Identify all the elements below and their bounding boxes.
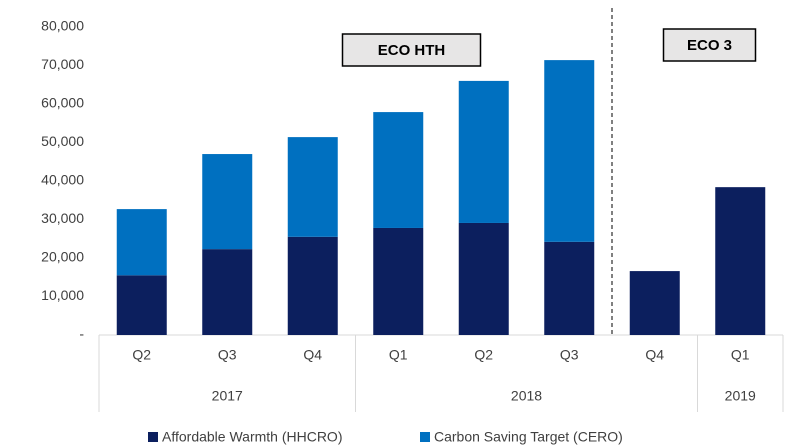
- y-tick-label: 60,000: [41, 95, 84, 111]
- y-tick-label: 10,000: [41, 287, 84, 303]
- bar-segment: [287, 137, 338, 237]
- bar-segment: [544, 241, 595, 335]
- legend-label: Affordable Warmth (HHCRO): [162, 429, 342, 445]
- y-tick-label: 30,000: [41, 210, 84, 226]
- bar-segment: [202, 154, 253, 250]
- y-tick-label: 40,000: [41, 172, 84, 188]
- bar-segment: [116, 275, 167, 335]
- annotation-box: [341, 33, 482, 67]
- y-tick-label: 80,000: [41, 18, 84, 34]
- group-label: 2019: [725, 388, 756, 404]
- bar-segment: [458, 222, 509, 335]
- annotation: ECO 3: [687, 37, 732, 54]
- y-tick-label: -: [79, 326, 84, 342]
- x-tick-label: Q1: [389, 347, 408, 363]
- bar-segment: [287, 236, 338, 335]
- x-tick-label: Q2: [132, 347, 151, 363]
- bar-segment: [629, 271, 680, 335]
- legend-label: Carbon Saving Target (CERO): [434, 429, 623, 445]
- y-tick-label: 50,000: [41, 133, 84, 149]
- annotation-box: [662, 28, 757, 62]
- bar-segment: [544, 60, 595, 242]
- bar-segment: [202, 249, 253, 335]
- x-tick-label: Q3: [218, 347, 237, 363]
- legend-swatch: [148, 432, 158, 442]
- x-tick-label: Q3: [560, 347, 579, 363]
- bar-segment: [373, 112, 424, 228]
- y-tick-label: 20,000: [41, 249, 84, 265]
- legend-swatch: [420, 432, 430, 442]
- x-tick-label: Q1: [731, 347, 750, 363]
- bar-segment: [116, 209, 167, 276]
- x-tick-label: Q4: [303, 347, 322, 363]
- bar-segment: [715, 187, 766, 335]
- bar-segment: [458, 80, 509, 223]
- group-label: 2018: [511, 388, 542, 404]
- y-tick-label: 70,000: [41, 56, 84, 72]
- group-label: 2017: [212, 388, 243, 404]
- annotation: ECO HTH: [378, 42, 446, 59]
- x-tick-label: Q4: [645, 347, 664, 363]
- x-tick-label: Q2: [474, 347, 493, 363]
- bar-segment: [373, 227, 424, 335]
